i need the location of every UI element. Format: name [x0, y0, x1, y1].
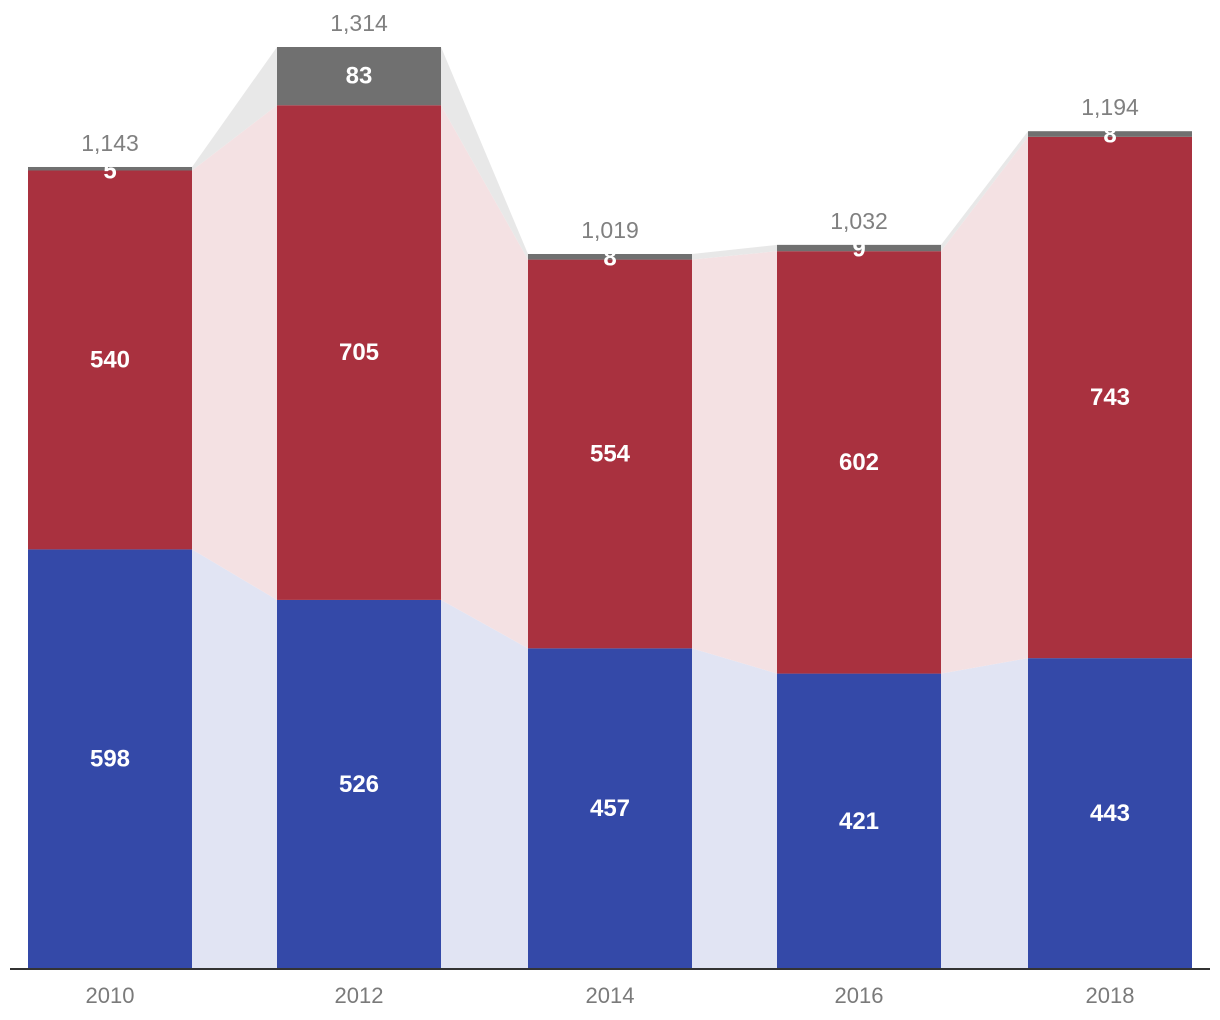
segment-label: 8: [1103, 122, 1116, 149]
total-label: 1,314: [330, 10, 388, 36]
segment-label: 421: [839, 808, 879, 835]
segment-label: 5: [103, 157, 116, 184]
connector-band: [941, 658, 1028, 969]
connector-band: [692, 648, 777, 969]
bar-segment: [528, 648, 692, 969]
segment-label: 598: [90, 746, 130, 773]
category-label: 2012: [335, 983, 384, 1008]
bar-segment: [28, 166, 192, 171]
connector-band: [692, 251, 777, 674]
connector-band: [692, 244, 777, 260]
segment-label: 602: [839, 449, 879, 476]
bar-segment: [777, 244, 941, 252]
bar-segment: [528, 259, 692, 649]
connector-bands: [192, 47, 1028, 969]
bar-segment: [28, 549, 192, 969]
segment-labels: 598 540 5 526 705 83 457 554 8 421 602 9 443 743 8: [90, 63, 1130, 835]
bar-segment: [1028, 131, 1192, 137]
bar-segment: [1028, 136, 1192, 659]
category-label: 2014: [586, 983, 635, 1008]
segment-label: 8: [603, 244, 616, 271]
segment-label: 554: [590, 440, 631, 467]
total-label: 1,019: [581, 217, 639, 243]
category-labels: 2010 2012 2014 2016 2018: [86, 983, 1135, 1008]
bar-segment: [277, 105, 441, 600]
connector-band: [441, 599, 528, 969]
connector-band: [192, 549, 277, 969]
connector-band: [441, 105, 528, 649]
segment-label: 526: [339, 771, 379, 798]
segment-label: 540: [90, 346, 130, 373]
bar-segment: [777, 673, 941, 969]
category-label: 2010: [86, 983, 135, 1008]
connector-band: [441, 47, 528, 260]
segment-label: 443: [1090, 800, 1130, 827]
total-label: 1,032: [830, 208, 888, 234]
segment-label: 743: [1090, 384, 1130, 411]
segment-label: 457: [590, 795, 630, 822]
bar-segment: [28, 170, 192, 550]
bar-segment: [1028, 658, 1192, 969]
segment-label: 83: [346, 63, 373, 90]
bar-segment: [277, 47, 441, 106]
connector-band: [941, 131, 1028, 252]
segment-label: 9: [852, 235, 865, 262]
bar-segment: [528, 253, 692, 260]
category-label: 2018: [1086, 983, 1135, 1008]
connector-band: [192, 105, 277, 600]
connector-band: [192, 47, 277, 171]
bar-segments: [28, 47, 1192, 969]
category-label: 2016: [835, 983, 884, 1008]
total-label: 1,143: [81, 130, 139, 156]
total-labels: 1,143 1,314 1,019 1,032 1,194: [81, 10, 1139, 243]
connector-band: [941, 136, 1028, 674]
bar-segment: [277, 599, 441, 969]
segment-label: 705: [339, 339, 379, 366]
bar-segment: [777, 251, 941, 674]
total-label: 1,194: [1081, 94, 1139, 120]
